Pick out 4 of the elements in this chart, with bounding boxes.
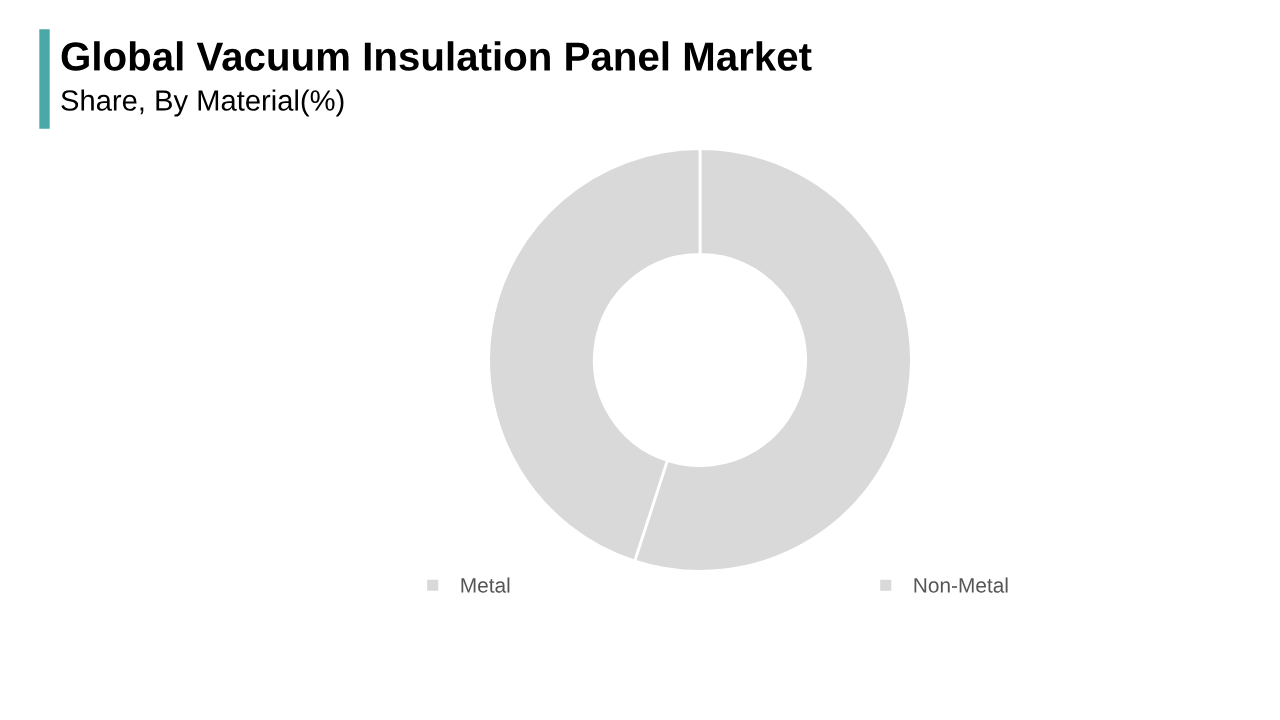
legend-label: Non-Metal — [914, 577, 1008, 593]
chart-subtitle: Share, By Material(%) — [61, 89, 344, 117]
chart-title: Global Vacuum Insulation Panel Market — [61, 41, 812, 71]
legend-label: Metal — [461, 577, 510, 593]
